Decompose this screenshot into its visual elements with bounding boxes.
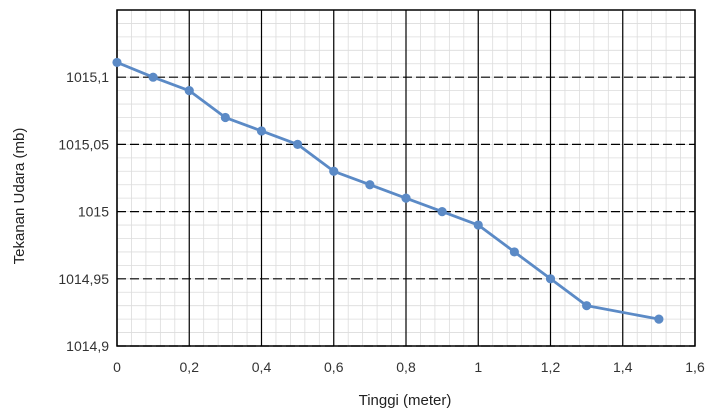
data-point [184, 86, 194, 96]
data-point [220, 112, 230, 123]
x-tick-label: 1,4 [613, 359, 633, 375]
y-tick-label: 1015,05 [58, 136, 109, 152]
y-tick-label: 1014,9 [66, 338, 109, 354]
series-layer [112, 57, 664, 324]
x-tick-label: 0,4 [252, 359, 272, 375]
x-tick-label: 0,8 [396, 359, 416, 375]
x-tick-label: 1,6 [685, 359, 705, 375]
y-axis-tick-labels: 1014,9 1014,95 1015 1015,05 1015,1 [58, 69, 109, 354]
y-tick-label: 1015,1 [66, 69, 109, 85]
plot-area-border [116, 9, 696, 347]
data-point [545, 274, 556, 284]
x-axis-title: Tinggi (meter) [359, 392, 452, 409]
data-point [582, 301, 592, 311]
data-point [148, 72, 158, 82]
x-tick-label: 0,2 [180, 359, 200, 375]
data-point [329, 166, 339, 176]
y-tick-label: 1014,95 [58, 271, 109, 287]
data-point [401, 193, 411, 203]
x-tick-label: 0,6 [324, 359, 344, 375]
x-tick-label: 0 [113, 359, 121, 375]
data-point [437, 207, 447, 217]
y-axis-title: Tekanan Udara (mb) [11, 128, 28, 265]
data-point [293, 139, 303, 149]
x-axis-tick-labels: 0 0,2 0,4 0,6 0,8 1 1,2 1,4 1,6 [113, 359, 705, 375]
data-point [473, 220, 483, 230]
data-point [112, 57, 122, 68]
x-tick-label: 1,2 [541, 359, 561, 375]
data-point [654, 314, 664, 324]
data-point [509, 247, 519, 257]
data-point [365, 180, 375, 190]
y-tick-label: 1015 [78, 204, 109, 220]
data-point [256, 126, 267, 136]
x-tick-label: 1 [474, 359, 482, 375]
